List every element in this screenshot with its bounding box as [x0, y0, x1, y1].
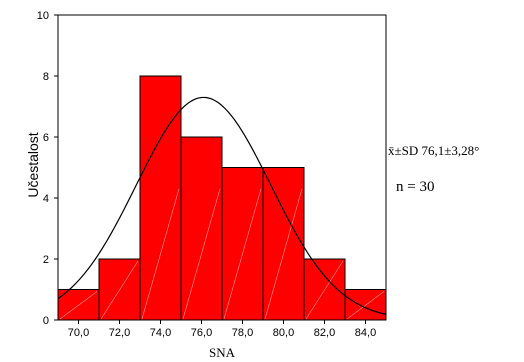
y-tick-label: 0	[43, 315, 49, 327]
histogram-bar	[180, 136, 223, 321]
y-tick-label: 8	[43, 71, 49, 83]
bar-sheen	[59, 291, 98, 320]
y-tick-label: 10	[37, 10, 49, 22]
histogram-bar	[221, 167, 264, 321]
histogram-bar	[262, 167, 305, 321]
axes-group	[57, 14, 387, 321]
normal-curve	[57, 96, 387, 315]
plot-frame	[57, 14, 387, 321]
bar-sheen	[223, 188, 262, 320]
x-tick-label: 84,0	[355, 327, 376, 339]
x-tick-label: 80,0	[273, 327, 294, 339]
x-tick-label: 74,0	[150, 327, 171, 339]
bar-sheen	[100, 260, 139, 320]
bar-sheen	[305, 260, 344, 320]
bar-sheen	[346, 291, 385, 320]
x-tick-label: 72,0	[109, 327, 130, 339]
x-tick-label: 82,0	[314, 327, 335, 339]
x-tick-label: 78,0	[232, 327, 253, 339]
y-tick-label: 4	[43, 193, 49, 205]
bars-group	[57, 75, 387, 321]
histogram-bar	[139, 75, 182, 321]
x-tick-label: 76,0	[191, 327, 212, 339]
y-tick-label: 2	[43, 254, 49, 266]
x-ticks: 70,0 72,0 74,0 76,0 78,0 80,0 82,0 84,0	[68, 320, 376, 339]
x-axis-label: SNA	[209, 345, 236, 360]
bar-sheen	[264, 188, 303, 320]
stats-annotation: x̄±SD 76,1±3,28°	[388, 143, 479, 158]
y-ticks: 0 2 4 6 8 10	[37, 10, 58, 327]
y-tick-label: 6	[43, 132, 49, 144]
n-annotation: n = 30	[396, 179, 434, 195]
bar-sheen	[182, 188, 221, 320]
y-axis-label: Učestalost	[25, 132, 41, 197]
bar-sheen	[141, 188, 180, 320]
histogram-bar	[344, 289, 387, 321]
x-tick-label: 70,0	[68, 327, 89, 339]
